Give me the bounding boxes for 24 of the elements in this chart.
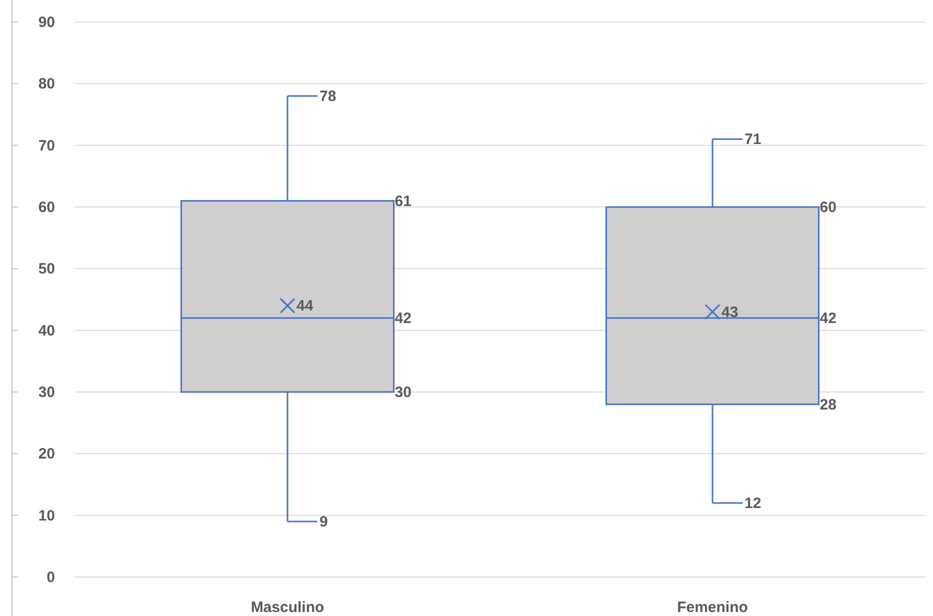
annotation: 42 (394, 310, 412, 327)
annotation: 71 (744, 131, 762, 148)
y-tick-label: 10 (38, 507, 55, 524)
annotation: 60 (820, 199, 836, 216)
annotation: 43 (722, 304, 738, 321)
annotation: 9 (320, 514, 328, 530)
annotation: 44 (296, 298, 314, 315)
y-tick-label: 80 (38, 76, 55, 93)
annotation: 42 (820, 310, 836, 327)
x-tick-label: Masculino (250, 599, 324, 616)
y-tick-label: 40 (38, 322, 55, 340)
annotation: 61 (394, 192, 412, 210)
x-tick-label: Femenino (677, 599, 748, 616)
y-tick-label: 70 (38, 137, 55, 154)
annotation: 28 (820, 396, 836, 414)
annotation: 30 (394, 384, 412, 401)
y-tick-label: 50 (38, 260, 55, 278)
y-tick-label: 90 (38, 14, 55, 31)
y-tick-label: 0 (46, 569, 55, 586)
y-tick-label: 30 (38, 384, 55, 401)
annotation: 12 (744, 495, 762, 512)
y-tick-label: 20 (38, 446, 55, 463)
y-tick-label: 60 (38, 199, 55, 216)
annotation: 78 (320, 88, 336, 105)
